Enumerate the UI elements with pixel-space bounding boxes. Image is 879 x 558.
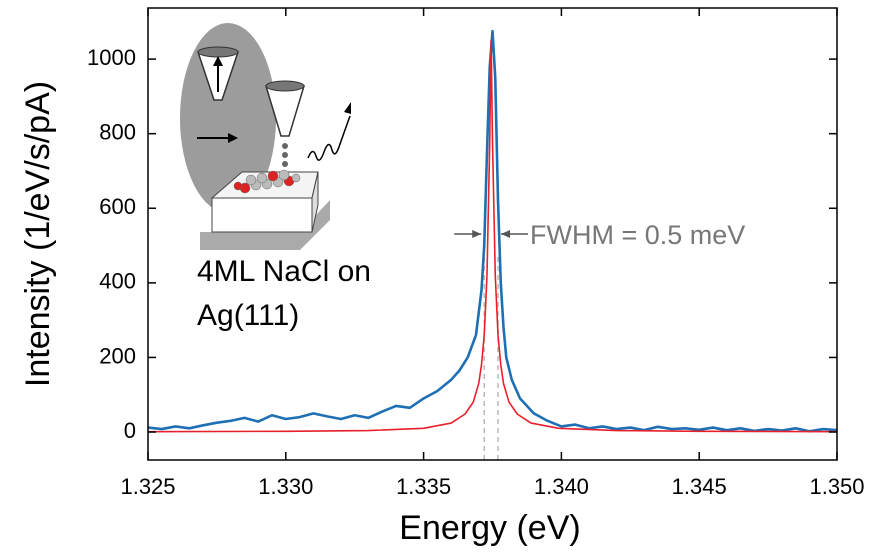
x-tick-label: 1.325 bbox=[120, 474, 175, 499]
x-tick-label: 1.350 bbox=[809, 474, 864, 499]
x-axis-label: Energy (eV) bbox=[399, 509, 580, 547]
y-tick-label: 600 bbox=[99, 194, 136, 219]
inset-label: 4ML NaCl on bbox=[197, 255, 371, 288]
x-tick-label: 1.330 bbox=[258, 474, 313, 499]
fwhm-arrowhead bbox=[501, 230, 511, 238]
y-tick-label: 400 bbox=[99, 269, 136, 294]
inset-label: Ag(111) bbox=[197, 299, 299, 332]
x-tick-label: 1.345 bbox=[672, 474, 727, 499]
fwhm-annotation: FWHM = 0.5 meV bbox=[530, 220, 745, 250]
y-tick-label: 1000 bbox=[87, 45, 136, 70]
series-line bbox=[147, 39, 838, 433]
series-line bbox=[147, 29, 838, 433]
fwhm-arrowhead bbox=[472, 230, 482, 238]
y-tick-label: 0 bbox=[124, 418, 136, 443]
x-tick-label: 1.340 bbox=[534, 474, 589, 499]
y-tick-label: 800 bbox=[99, 119, 136, 144]
plot-frame bbox=[147, 7, 838, 461]
x-tick-label: 1.335 bbox=[396, 474, 451, 499]
y-tick-label: 200 bbox=[99, 343, 136, 368]
inset-illustration bbox=[180, 23, 351, 250]
y-axis-label: Intensity (1/eV/s/pA) bbox=[19, 81, 57, 387]
